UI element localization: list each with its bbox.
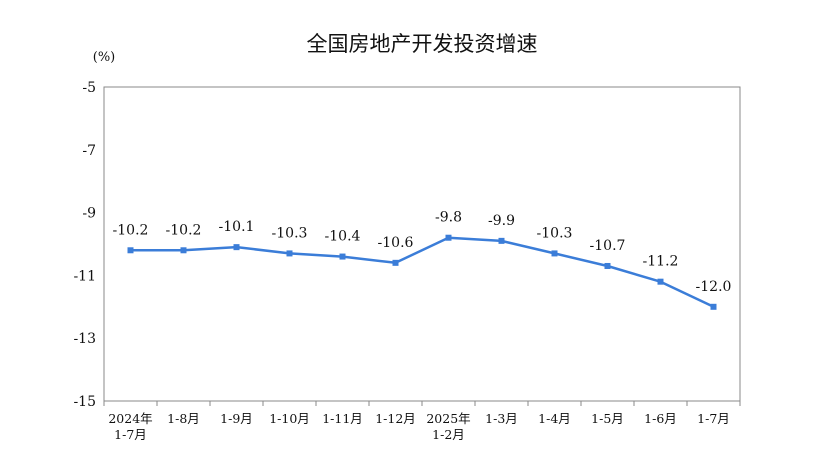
y-tick-label: -7: [82, 143, 96, 159]
data-label: -9.9: [488, 213, 515, 229]
data-point: [286, 250, 293, 257]
data-point: [127, 247, 134, 254]
data-labels: -10.2 -10.2 -10.1 -10.3 -10.4 -10.6 -9.8 -9.9 -1…: [113, 210, 732, 295]
y-tick-label: -13: [73, 331, 96, 347]
x-tick-label: 1-8月: [167, 411, 200, 426]
data-label: -9.8: [435, 210, 462, 226]
data-point: [445, 234, 452, 241]
data-point: [657, 278, 664, 285]
data-label: -10.3: [272, 225, 308, 241]
x-tick-label: 1-9月: [220, 411, 253, 426]
data-label: -10.6: [378, 235, 414, 251]
data-label: -12.0: [696, 279, 732, 295]
data-point: [233, 244, 240, 251]
data-label: -10.2: [166, 222, 202, 238]
x-tick-label: 2025年 1-2月: [426, 411, 470, 442]
data-label: -10.1: [219, 219, 255, 235]
chart-title: 全国房地产开发投资增速: [307, 32, 538, 56]
x-tick-label: 1-5月: [591, 411, 624, 426]
x-tick-label: 1-7月: [697, 411, 730, 426]
x-axis: 2024年 1-7月 1-8月 1-9月 1-10月 1-11月 1-12月 2025年 1-2…: [103, 401, 741, 442]
x-tick-label: 1-3月: [485, 411, 518, 426]
series-markers: [127, 234, 717, 310]
data-point: [498, 237, 505, 244]
data-label: -11.2: [643, 254, 679, 270]
data-label: -10.2: [113, 222, 149, 238]
x-tick-label: 1-11月: [322, 411, 363, 426]
data-label: -10.3: [537, 225, 573, 241]
y-axis: -5 -7 -9 -11 -13 -15: [73, 80, 96, 410]
data-label: -10.4: [325, 229, 361, 245]
y-tick-label: -9: [82, 206, 96, 222]
data-point: [180, 247, 187, 254]
x-tick-label: 1-12月: [375, 411, 416, 426]
y-tick-label: -11: [73, 268, 96, 284]
data-point: [339, 253, 346, 260]
series-line: [130, 236, 715, 308]
data-point: [392, 259, 399, 266]
x-tick-label: 1-6月: [644, 411, 677, 426]
data-label: -10.7: [590, 238, 626, 254]
data-point: [551, 250, 558, 257]
y-tick-label: -5: [82, 80, 96, 96]
x-tick-label: 1-4月: [538, 411, 571, 426]
x-tick-label: 2024年 1-7月: [108, 411, 152, 442]
y-unit-label: (%): [93, 50, 116, 65]
x-tick-label: 1-10月: [269, 411, 310, 426]
y-tick-label: -15: [73, 394, 96, 410]
data-point: [604, 262, 611, 269]
plot-area: [103, 86, 741, 402]
data-point: [710, 303, 717, 310]
